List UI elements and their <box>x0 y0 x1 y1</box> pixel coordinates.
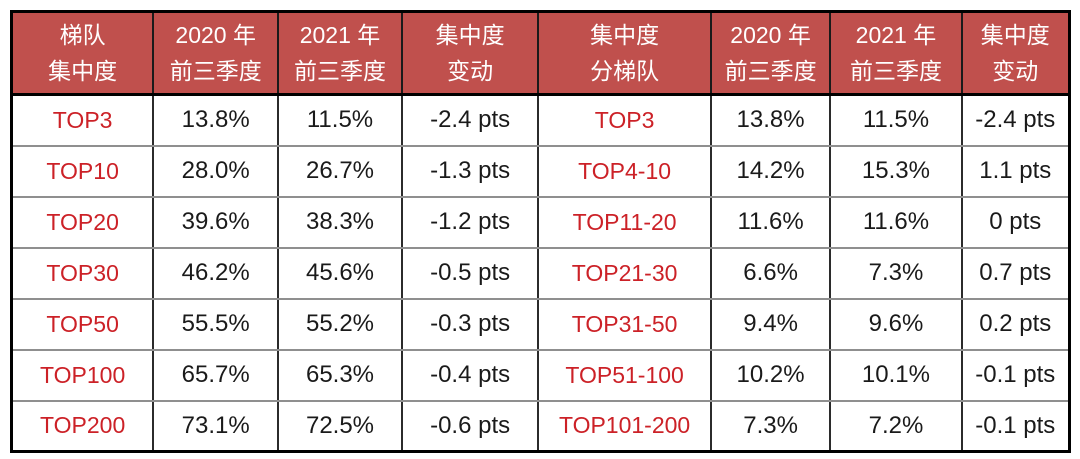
change-cell-b: 0.2 pts <box>961 298 1071 351</box>
change-cell-b: -2.4 pts <box>961 94 1071 147</box>
change-cell: -0.5 pts <box>401 247 540 300</box>
tier-band-cell: TOP21-30 <box>538 247 712 300</box>
value-cell-2021-b: 15.3% <box>830 145 963 198</box>
change-cell: -1.3 pts <box>401 145 540 198</box>
tier-concentration-table: 梯队 集中度 2020 年 前三季度 2021 年 前三季度 集中度 变动 集中… <box>10 10 1071 453</box>
tier-cell: TOP100 <box>11 349 155 402</box>
value-cell-2021: 45.6% <box>278 247 403 300</box>
change-cell: -0.6 pts <box>401 400 540 453</box>
table-row-top200: TOP200 73.1% 72.5% -0.6 pts TOP101-200 7… <box>11 400 1071 453</box>
table-row-top100: TOP100 65.7% 65.3% -0.4 pts TOP51-100 10… <box>11 349 1071 402</box>
tier-band-cell: TOP31-50 <box>538 298 712 351</box>
value-cell-2020-b: 10.2% <box>710 349 832 402</box>
value-cell-2021-b: 7.3% <box>830 247 963 300</box>
value-cell-2020-b: 7.3% <box>710 400 832 453</box>
value-cell-2021: 65.3% <box>278 349 403 402</box>
value-cell-2020: 73.1% <box>153 400 280 453</box>
header-concentration-change-b: 集中度 变动 <box>961 11 1071 96</box>
change-cell-b: -0.1 pts <box>961 400 1071 453</box>
change-cell: -2.4 pts <box>401 94 540 147</box>
header-concentration-by-tier: 集中度 分梯队 <box>538 11 712 96</box>
value-cell-2021: 38.3% <box>278 196 403 249</box>
tier-band-cell: TOP51-100 <box>538 349 712 402</box>
change-cell-b: 0.7 pts <box>961 247 1071 300</box>
tier-cell: TOP20 <box>11 196 155 249</box>
tier-cell: TOP10 <box>11 145 155 198</box>
value-cell-2020: 28.0% <box>153 145 280 198</box>
tier-cell: TOP30 <box>11 247 155 300</box>
table-row-top20: TOP20 39.6% 38.3% -1.2 pts TOP11-20 11.6… <box>11 196 1071 249</box>
header-2021-q1q3: 2021 年 前三季度 <box>278 11 403 96</box>
table-header-row: 梯队 集中度 2020 年 前三季度 2021 年 前三季度 集中度 变动 集中… <box>11 11 1071 96</box>
value-cell-2021: 26.7% <box>278 145 403 198</box>
header-tier-concentration: 梯队 集中度 <box>11 11 155 96</box>
value-cell-2020-b: 6.6% <box>710 247 832 300</box>
tier-cell: TOP3 <box>11 94 155 147</box>
value-cell-2020: 13.8% <box>153 94 280 147</box>
change-cell: -0.4 pts <box>401 349 540 402</box>
change-cell: -0.3 pts <box>401 298 540 351</box>
value-cell-2021: 55.2% <box>278 298 403 351</box>
tier-cell: TOP200 <box>11 400 155 453</box>
value-cell-2020-b: 9.4% <box>710 298 832 351</box>
change-cell-b: -0.1 pts <box>961 349 1071 402</box>
value-cell-2021: 72.5% <box>278 400 403 453</box>
value-cell-2021: 11.5% <box>278 94 403 147</box>
value-cell-2021-b: 10.1% <box>830 349 963 402</box>
tier-band-cell: TOP3 <box>538 94 712 147</box>
table-row-top3: TOP3 13.8% 11.5% -2.4 pts TOP3 13.8% 11.… <box>11 94 1071 147</box>
change-cell-b: 1.1 pts <box>961 145 1071 198</box>
value-cell-2020: 65.7% <box>153 349 280 402</box>
table-row-top50: TOP50 55.5% 55.2% -0.3 pts TOP31-50 9.4%… <box>11 298 1071 351</box>
tier-cell: TOP50 <box>11 298 155 351</box>
change-cell-b: 0 pts <box>961 196 1071 249</box>
value-cell-2020-b: 13.8% <box>710 94 832 147</box>
value-cell-2021-b: 11.6% <box>830 196 963 249</box>
tier-band-cell: TOP11-20 <box>538 196 712 249</box>
table-row-top30: TOP30 46.2% 45.6% -0.5 pts TOP21-30 6.6%… <box>11 247 1071 300</box>
table-row-top10: TOP10 28.0% 26.7% -1.3 pts TOP4-10 14.2%… <box>11 145 1071 198</box>
value-cell-2020-b: 14.2% <box>710 145 832 198</box>
change-cell: -1.2 pts <box>401 196 540 249</box>
tier-band-cell: TOP4-10 <box>538 145 712 198</box>
value-cell-2020: 55.5% <box>153 298 280 351</box>
header-2020-q1q3-b: 2020 年 前三季度 <box>710 11 832 96</box>
value-cell-2020-b: 11.6% <box>710 196 832 249</box>
tier-band-cell: TOP101-200 <box>538 400 712 453</box>
value-cell-2021-b: 7.2% <box>830 400 963 453</box>
header-2020-q1q3: 2020 年 前三季度 <box>153 11 280 96</box>
value-cell-2021-b: 11.5% <box>830 94 963 147</box>
header-concentration-change: 集中度 变动 <box>401 11 540 96</box>
value-cell-2020: 39.6% <box>153 196 280 249</box>
value-cell-2021-b: 9.6% <box>830 298 963 351</box>
header-2021-q1q3-b: 2021 年 前三季度 <box>830 11 963 96</box>
value-cell-2020: 46.2% <box>153 247 280 300</box>
